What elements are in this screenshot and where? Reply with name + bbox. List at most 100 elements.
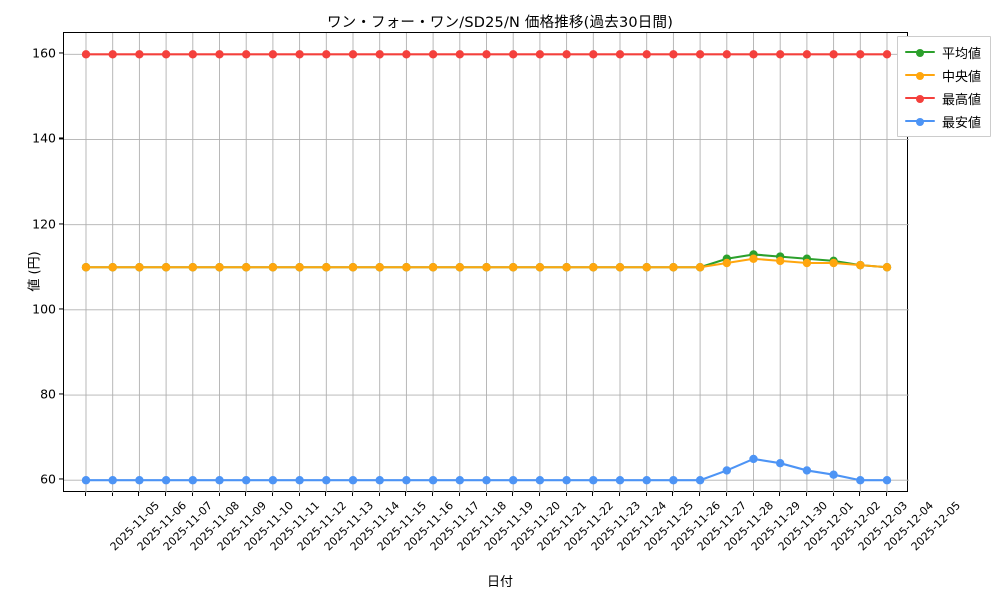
legend-item[interactable]: 最高値 — [904, 88, 981, 108]
series-marker — [482, 476, 491, 485]
series-marker — [455, 263, 464, 272]
x-tick-mark — [645, 492, 647, 496]
series-marker — [802, 466, 812, 475]
x-tick-mark — [165, 492, 167, 496]
series-marker — [535, 263, 545, 272]
legend-label: 中央値 — [941, 69, 981, 85]
series-marker — [322, 50, 331, 59]
legend-swatch-icon — [904, 68, 935, 82]
series-marker — [428, 50, 438, 59]
y-tick-mark — [59, 52, 63, 54]
series-marker — [268, 476, 278, 485]
series-marker — [802, 50, 812, 59]
x-tick-mark — [111, 492, 113, 496]
series-marker — [428, 263, 438, 272]
series-marker — [295, 476, 304, 485]
series-marker — [161, 50, 171, 59]
x-tick-mark — [619, 492, 621, 496]
series-marker — [455, 50, 464, 59]
series-marker — [402, 263, 411, 272]
series-marker — [535, 476, 545, 485]
series-marker — [215, 50, 224, 59]
series-marker — [882, 263, 892, 272]
series-marker — [188, 263, 197, 272]
series-marker — [81, 263, 91, 272]
series-marker — [348, 263, 358, 272]
series-marker — [348, 476, 358, 485]
x-tick-mark — [565, 492, 567, 496]
series-marker — [856, 260, 865, 270]
series-marker — [722, 258, 731, 268]
series-marker — [348, 50, 358, 59]
x-tick-mark — [138, 492, 140, 496]
series-marker — [695, 476, 705, 485]
series-marker — [402, 50, 411, 59]
y-tick-mark — [59, 393, 63, 395]
plot-area — [63, 32, 909, 493]
series-marker — [856, 50, 865, 59]
series-marker — [562, 50, 571, 59]
series-marker — [562, 263, 571, 272]
series-marker — [589, 263, 598, 272]
x-tick-mark — [538, 492, 540, 496]
y-tick-label: 120 — [32, 216, 56, 232]
x-tick-mark — [699, 492, 701, 496]
series-marker — [375, 263, 384, 272]
x-tick-mark — [378, 492, 380, 496]
x-tick-mark — [725, 492, 727, 496]
series-marker — [882, 476, 892, 485]
legend-swatch-icon — [904, 91, 935, 105]
series-marker — [161, 263, 171, 272]
legend-item[interactable]: 最安値 — [904, 111, 981, 131]
chart-legend: 平均値中央値最高値最安値 — [896, 36, 991, 137]
x-tick-mark — [752, 492, 754, 496]
series-marker — [776, 458, 785, 468]
legend-item[interactable]: 中央値 — [904, 65, 981, 85]
series-marker — [215, 263, 224, 272]
legend-label: 平均値 — [941, 46, 981, 62]
legend-label: 最安値 — [941, 115, 981, 131]
series-marker — [242, 50, 251, 59]
series-marker — [482, 263, 491, 272]
series-marker — [589, 476, 598, 485]
legend-label: 最高値 — [941, 92, 981, 108]
series-marker — [108, 50, 117, 59]
series-marker — [295, 50, 304, 59]
series-marker — [749, 454, 758, 464]
series-marker — [829, 258, 838, 268]
legend-swatch-icon — [904, 114, 935, 128]
series-marker — [81, 476, 91, 485]
x-tick-mark — [191, 492, 193, 496]
x-tick-mark — [352, 492, 354, 496]
x-tick-mark — [886, 492, 888, 496]
x-tick-mark — [485, 492, 487, 496]
x-tick-mark — [325, 492, 327, 496]
series-marker — [428, 476, 438, 485]
y-tick-label: 60 — [40, 471, 56, 487]
series-marker — [455, 476, 464, 485]
series-marker — [589, 50, 598, 59]
x-tick-mark — [245, 492, 247, 496]
series-marker — [749, 254, 758, 263]
series-marker — [562, 476, 571, 485]
series-marker — [375, 50, 384, 59]
series-marker — [722, 50, 731, 59]
x-tick-mark — [672, 492, 674, 496]
series-marker — [642, 476, 651, 485]
series-marker — [856, 476, 865, 485]
series-marker — [669, 263, 678, 272]
legend-item[interactable]: 平均値 — [904, 42, 981, 62]
series-marker — [776, 256, 785, 266]
series-marker — [161, 476, 171, 485]
y-tick-mark — [59, 223, 63, 225]
series-marker — [802, 258, 812, 268]
series-marker — [108, 263, 117, 272]
x-tick-mark — [85, 492, 87, 496]
series-marker — [375, 476, 384, 485]
series-marker — [669, 476, 678, 485]
x-tick-mark — [592, 492, 594, 496]
y-tick-label: 140 — [32, 130, 56, 146]
series-marker — [188, 50, 197, 59]
series-marker — [615, 263, 625, 272]
